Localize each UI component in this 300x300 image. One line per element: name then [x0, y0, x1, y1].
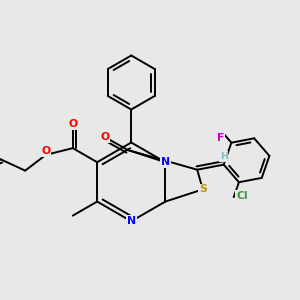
Text: O: O: [100, 132, 109, 142]
Text: Cl: Cl: [236, 191, 248, 201]
Text: O: O: [69, 119, 78, 129]
Text: F: F: [217, 133, 225, 143]
Text: O: O: [41, 146, 50, 156]
Text: H: H: [220, 152, 228, 161]
Text: N: N: [127, 216, 136, 226]
Text: S: S: [199, 184, 207, 194]
Text: N: N: [161, 157, 170, 167]
